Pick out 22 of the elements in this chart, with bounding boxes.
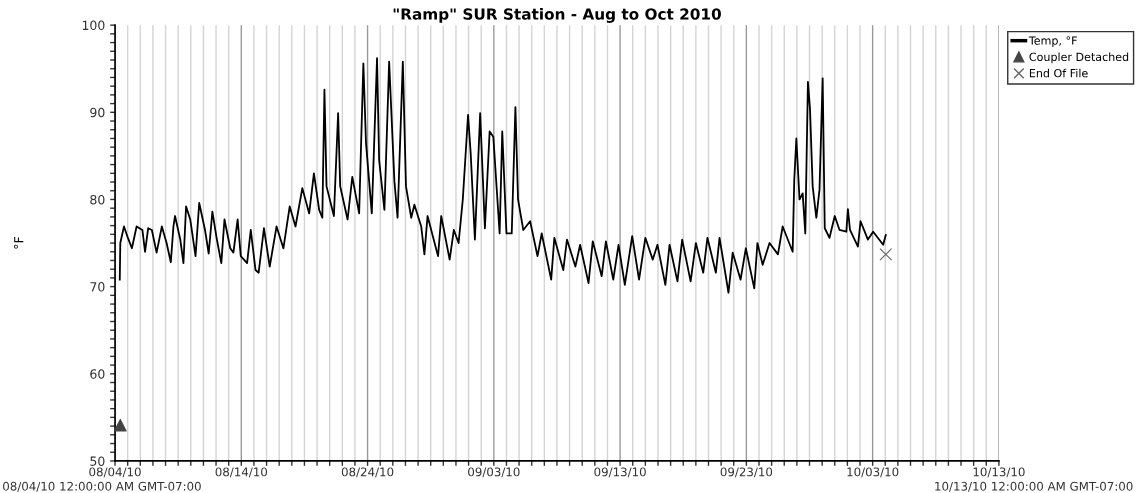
line-series	[118, 57, 887, 294]
y-tick-label: 100	[82, 20, 105, 31]
chart-title: "Ramp" SUR Station - Aug to Oct 2010	[393, 7, 721, 23]
y-tick-label: 50	[90, 456, 105, 466]
legend-label: Coupler Detached	[1029, 52, 1129, 64]
text: 08/04/10 12:00:00 AM GMT-07:00	[3, 481, 201, 492]
y-tick-label: 70	[90, 282, 105, 292]
x-tick-label: 09/23/10	[720, 467, 773, 478]
x-tick-label: 10/13/10	[973, 467, 1025, 478]
text: 10/13/10 12:00:00 AM GMT-07:00	[935, 481, 1133, 492]
x-tick-label: 10/03/10	[847, 467, 899, 478]
y-tick-label: 60	[90, 369, 105, 379]
x-tick-label: 08/04/10	[89, 467, 141, 478]
y-axis-title: °F	[14, 237, 24, 249]
legend-label: End Of File	[1029, 68, 1088, 78]
x-tick-label: 08/24/10	[341, 467, 394, 478]
x-tick-label: 09/03/10	[468, 467, 520, 478]
x-tick-label: 09/13/10	[594, 467, 646, 478]
legend-label: Temp, °F	[1028, 36, 1077, 47]
y-tick-label: 90	[90, 107, 105, 118]
y-tick-label: 80	[90, 194, 105, 205]
x-tick-label: 08/14/10	[215, 467, 268, 478]
